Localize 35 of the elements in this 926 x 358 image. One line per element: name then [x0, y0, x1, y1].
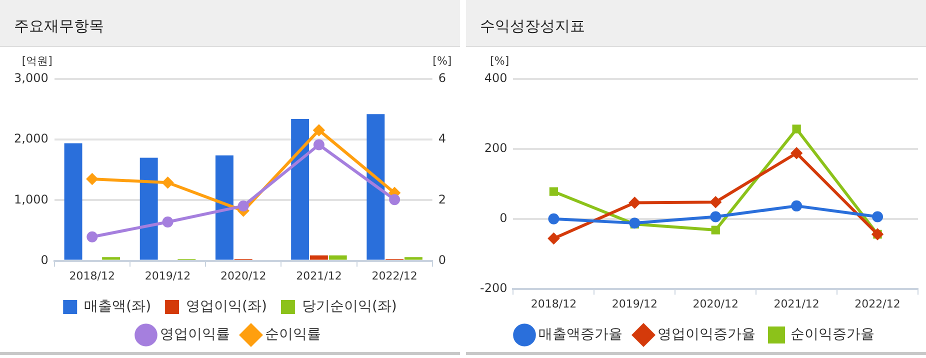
y2-tick-label: 0: [438, 252, 446, 267]
y-tick-label: 3,000: [14, 71, 48, 86]
chart-title: 수익성장성지표: [466, 0, 926, 47]
legend-label: 영업이익증가율: [658, 326, 756, 343]
legend-label: 당기순이익(좌): [302, 298, 397, 315]
y-tick-label: -200: [480, 280, 508, 295]
y-tick-label: 400: [484, 71, 508, 86]
x-tick-label: 2020/12: [220, 269, 266, 282]
legend-label: 순이익률: [265, 326, 321, 343]
legend-label: 순이익증가율: [790, 326, 874, 343]
chart-title: 주요재무항목: [0, 0, 460, 47]
y-tick-label: 0: [500, 210, 508, 225]
x-tick-label: 2019/12: [612, 297, 658, 310]
legend-label: 매출액증가율: [538, 326, 622, 343]
y2-tick-label: 6: [438, 71, 446, 86]
y-tick-label: 200: [484, 141, 508, 156]
y-tick-label: 0: [40, 252, 48, 267]
x-tick-label: 2021/12: [774, 297, 820, 310]
y2-tick-label: 4: [438, 132, 446, 146]
legend-label: 매출액(좌): [84, 298, 152, 315]
y-tick-label: 1,000: [14, 192, 48, 206]
y-axis-title: [억원]: [22, 54, 52, 68]
x-tick-label: 2020/12: [692, 297, 738, 310]
legend-label: 영업이익(좌): [186, 298, 267, 315]
y-axis-title: [%]: [490, 54, 510, 68]
x-tick-label: 2019/12: [144, 269, 191, 282]
y2-axis-title: [%]: [432, 54, 452, 68]
x-tick-label: 2018/12: [69, 269, 116, 282]
legend-label: 영업이익률: [160, 326, 230, 343]
x-tick-label: 2021/12: [296, 269, 342, 282]
x-tick-label: 2022/12: [854, 297, 900, 310]
y-tick-label: 2,000: [14, 132, 48, 146]
x-tick-label: 2018/12: [530, 297, 577, 310]
y2-tick-label: 2: [438, 192, 446, 206]
x-tick-label: 2022/12: [372, 269, 418, 282]
